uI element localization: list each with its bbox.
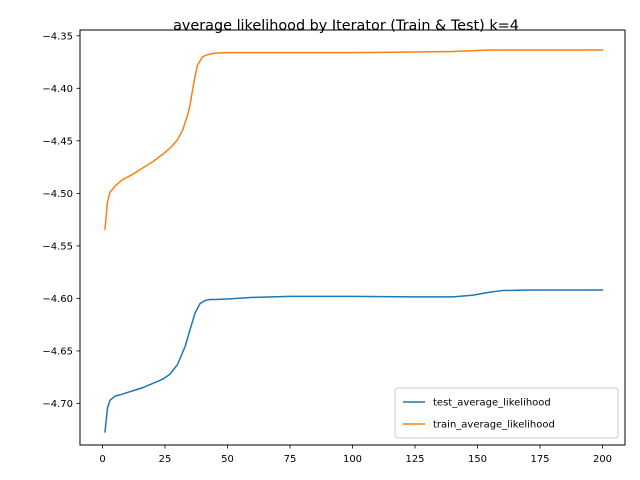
legend: test_average_likelihood train_average_lik… [394,387,619,439]
legend-label-1: test_average_likelihood [433,398,551,409]
plot-frame [79,29,626,446]
y-tick-label: −4.70 [42,399,73,410]
y-tick-label: −4.50 [42,189,73,200]
x-axis: 0 25 50 75 100 125 150 175 200 [99,445,612,465]
y-tick-label: −4.35 [42,31,73,42]
y-tick-label: −4.55 [42,242,73,253]
x-tick-label: 100 [343,454,362,465]
x-tick-label: 50 [221,454,234,465]
x-tick-label: 125 [405,454,424,465]
chart-title: average likelihood by Iterator (Train & … [173,18,519,34]
legend-box [394,387,619,439]
x-tick-label: 175 [530,454,549,465]
y-tick-label: −4.65 [42,347,73,358]
series-line-1 [104,289,604,433]
x-tick-label: 200 [593,454,612,465]
x-tick-label: 150 [468,454,487,465]
x-tick-label: 0 [99,454,105,465]
x-tick-label: 25 [159,454,172,465]
y-tick-label: −4.40 [42,84,73,95]
y-axis: −4.70 −4.65 −4.60 −4.55 −4.50 −4.45 −4.40 −4.35 [42,31,80,410]
x-tick-label: 75 [284,454,297,465]
y-tick-label: −4.45 [42,136,73,147]
y-tick-label: −4.60 [42,294,73,305]
legend-label-2: train_average_likelihood [433,420,555,431]
series-layer [104,49,604,433]
series-line-2 [104,49,604,230]
